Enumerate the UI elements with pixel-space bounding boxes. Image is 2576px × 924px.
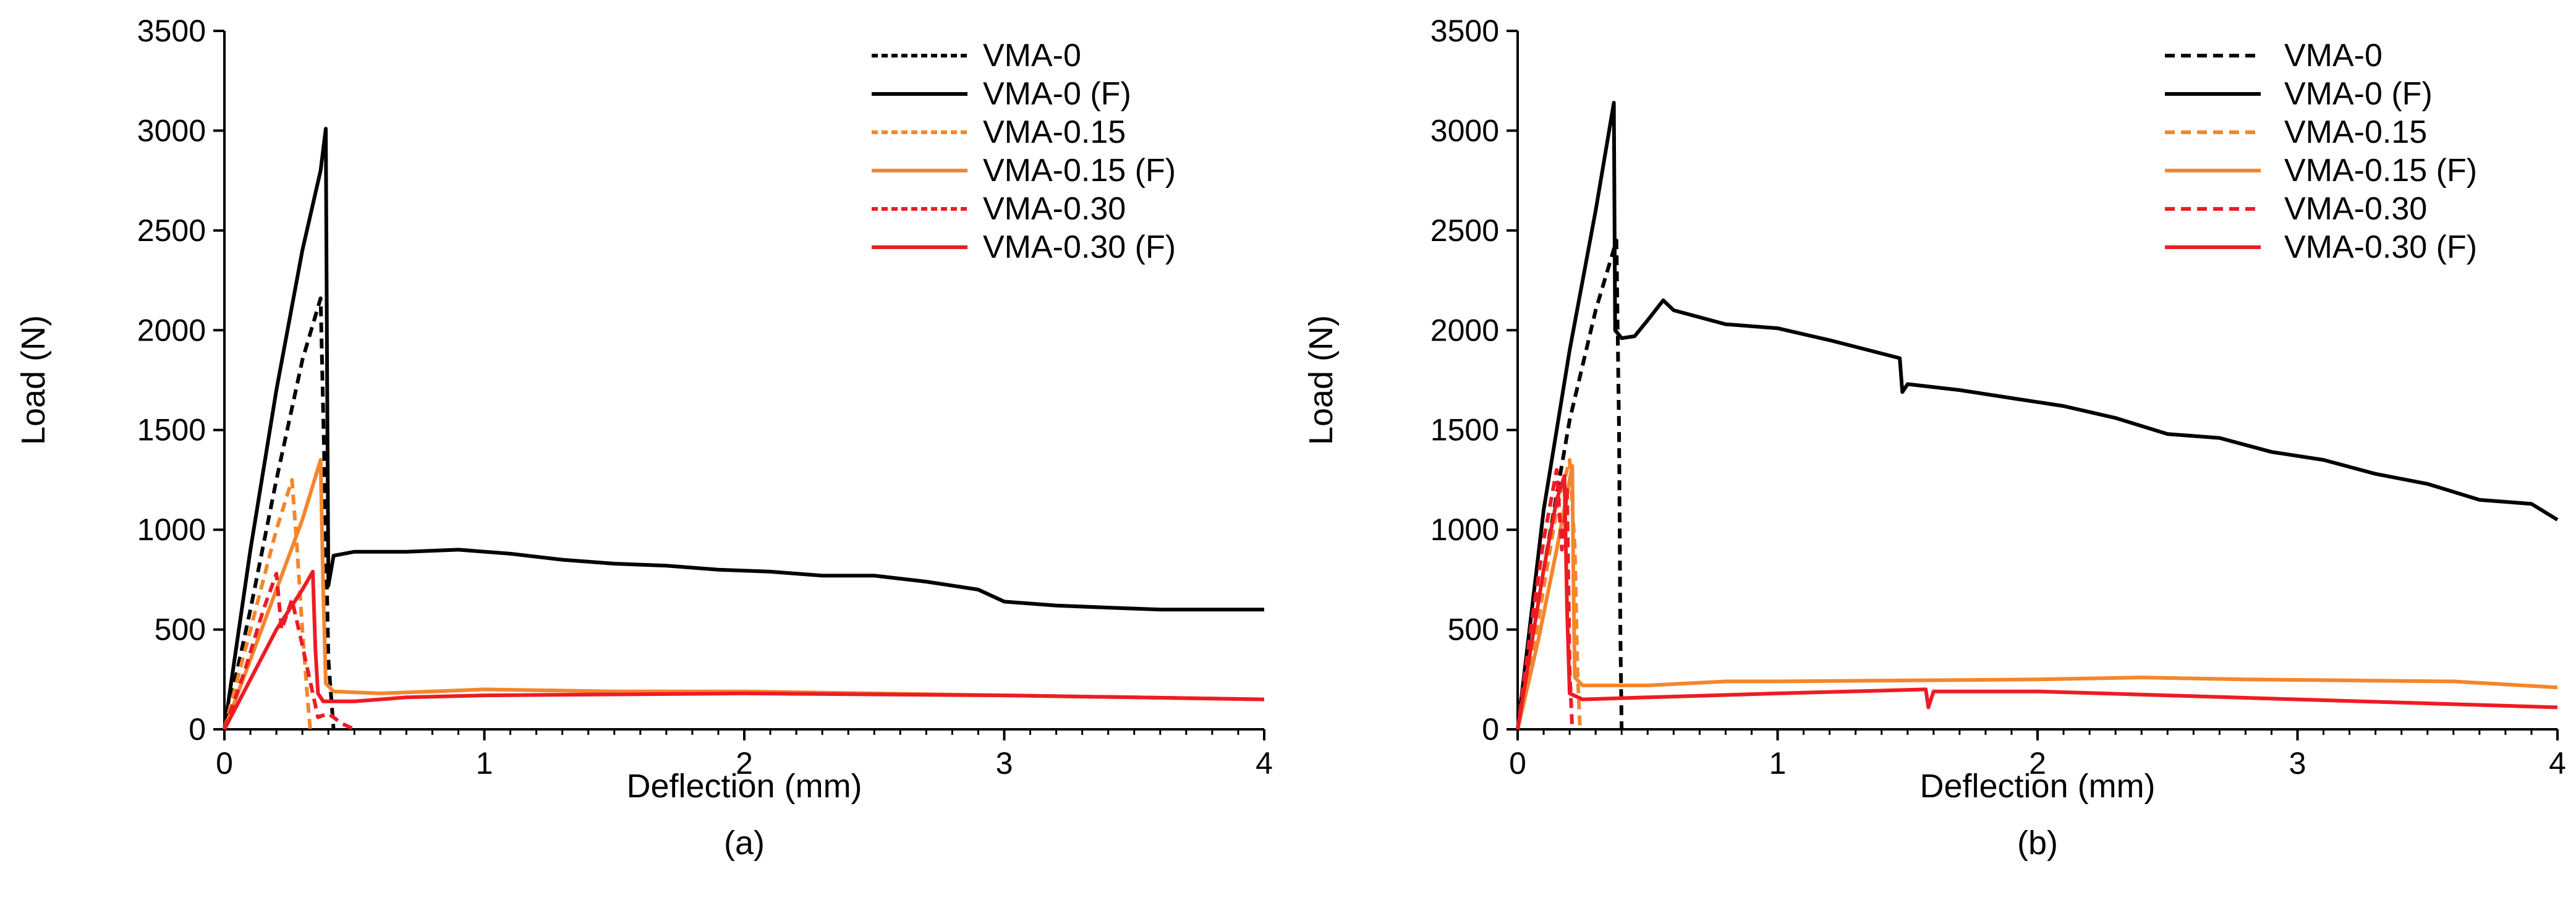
y-tick-label: 500 [1448,612,1499,647]
legend-label-vma-0-15-f: VMA-0.15 (F) [2284,153,2477,189]
x-tick-label: 3 [996,746,1013,781]
y-tick-label: 3000 [137,113,206,148]
legend-label-vma-0-15: VMA-0.15 [983,114,1126,150]
y-tick-label: 1000 [1430,512,1499,547]
legend-label-vma-0-15-f: VMA-0.15 (F) [983,153,1176,189]
plot-lines [223,127,1265,731]
x-tick-label: 0 [1509,746,1526,781]
series-line-vma-0-30 [223,572,355,731]
y-tick-label: 2000 [1430,313,1499,347]
legend-label-vma-0-30: VMA-0.30 [983,191,1126,227]
series-line-vma-0-30-f [223,569,1265,731]
y-tick-label: 500 [155,612,206,647]
y-tick-label: 3000 [1430,113,1499,148]
legend-label-vma-0: VMA-0 [983,38,1081,74]
x-axis-title: Deflection (mm) [1919,768,2155,805]
panel-caption: (a) [724,824,765,862]
chart-panel-a: 0 500 1000 1500 2000 2500 3000 3500 0 1 2 3 4 Deflec… [15,14,1273,862]
axis-ticks: 0 500 1000 1500 2000 2500 3000 3500 0 1 2 3 4 [1430,14,2566,781]
legend-label-vma-0-f: VMA-0 (F) [983,76,1131,112]
x-tick-label: 1 [1769,746,1787,781]
x-tick-label: 2 [2029,746,2046,781]
x-tick-label: 2 [736,746,753,781]
series-line-vma-0-15 [1516,458,1582,730]
legend-label-vma-0-30-f: VMA-0.30 (F) [983,229,1176,265]
y-tick-label: 3500 [137,14,206,48]
x-tick-label: 1 [476,746,493,781]
x-tick-label: 0 [216,746,233,781]
series-line-vma-0-15 [223,478,312,730]
legend-label-vma-0-30: VMA-0.30 [2284,191,2427,227]
y-tick-label: 0 [1482,712,1499,747]
series-line-vma-0 [1516,239,1624,730]
x-tick-label: 4 [2549,746,2566,781]
x-tick-label: 3 [2289,746,2306,781]
y-tick-label: 3500 [1430,14,1499,48]
series-line-vma-0-f [223,127,1264,730]
y-tick-label: 2500 [137,213,206,248]
series-line-vma-0-30-f [1516,474,2558,730]
legend-label-vma-0: VMA-0 [2284,38,2383,74]
y-axis-title: Load (N) [15,315,52,445]
x-tick-label: 4 [1256,746,1273,781]
y-tick-label: 1500 [137,413,206,447]
y-tick-label: 1000 [137,512,206,547]
legend-label-vma-0-15: VMA-0.15 [2284,114,2427,150]
series-line-vma-0-15-f [223,458,1265,731]
series-line-vma-0 [223,296,336,730]
panel-caption: (b) [2017,824,2058,862]
y-tick-label: 2500 [1430,213,1499,248]
x-axis-title: Deflection (mm) [626,768,862,805]
series-line-vma-0-f [1516,101,2559,730]
legend-label-vma-0-f: VMA-0 (F) [2284,76,2433,112]
y-tick-label: 0 [189,712,206,747]
y-axis-title: Load (N) [1303,315,1340,445]
legend-label-vma-0-30-f: VMA-0.30 (F) [2284,229,2477,265]
axis-ticks: 0 500 1000 1500 2000 2500 3000 3500 0 1 2 3 4 [137,14,1273,781]
y-tick-label: 1500 [1430,413,1499,447]
plot-lines [1516,101,2559,730]
y-tick-label: 2000 [137,313,206,347]
chart-panel-b: 0 500 1000 1500 2000 2500 3000 3500 0 1 2 3 4 Deflec… [1303,14,2566,862]
